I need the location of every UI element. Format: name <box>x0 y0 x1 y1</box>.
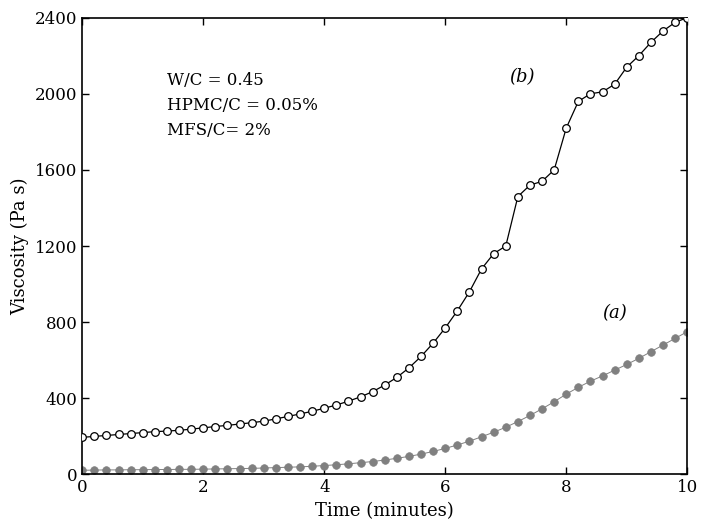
Y-axis label: Viscosity (Pa s): Viscosity (Pa s) <box>11 177 29 315</box>
Text: (b): (b) <box>509 68 535 87</box>
X-axis label: Time (minutes): Time (minutes) <box>316 502 454 520</box>
Text: (a): (a) <box>603 304 627 322</box>
Text: W/C = 0.45
HPMC/C = 0.05%
MFS/C= 2%: W/C = 0.45 HPMC/C = 0.05% MFS/C= 2% <box>167 72 318 139</box>
